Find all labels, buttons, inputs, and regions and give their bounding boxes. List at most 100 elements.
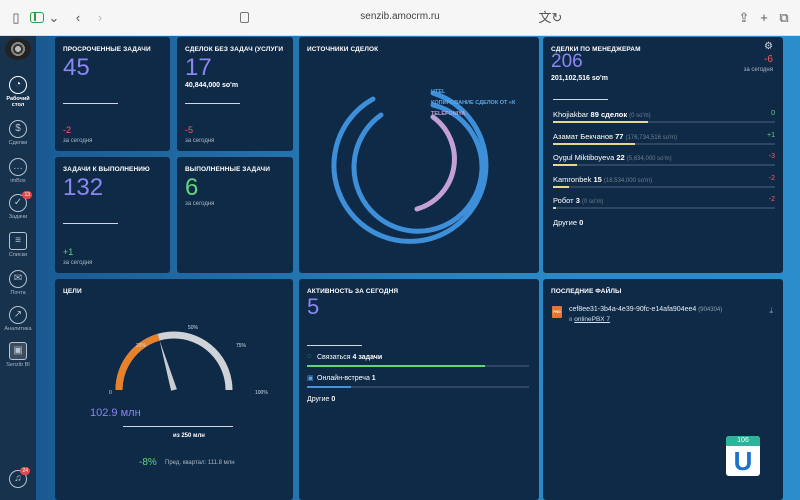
manager-row[interactable]: Kamronbek 15 (18,534,000 so'm) -2 <box>553 175 775 195</box>
deals-without-tasks-count: 17 <box>185 54 212 81</box>
gauge-tick-0: 0 <box>109 390 112 396</box>
overdue-tasks-widget[interactable]: ПРОСРОЧЕННЫЕ ЗАДАЧИ 45 -2 за сегодня <box>55 37 170 151</box>
sidebar-item-deals[interactable]: $ Сделки <box>0 120 36 146</box>
translate-icon[interactable]: 文 <box>538 10 552 25</box>
divider <box>185 103 240 104</box>
uds-widget-button[interactable]: 106 U <box>726 436 760 476</box>
chevron-down-icon[interactable]: ⌄ <box>48 10 60 25</box>
sidebar-item-mail[interactable]: ✉ Почта <box>0 270 36 296</box>
lists-icon: ≡ <box>9 232 27 250</box>
sidebar-item-analytics[interactable]: ↗ Аналитика <box>0 306 36 332</box>
gauge-tick-50: 50% <box>188 325 199 331</box>
tasks-done-widget[interactable]: ВЫПОЛНЕННЫЕ ЗАДАЧИ 6 за сегодня <box>177 157 293 273</box>
back-icon[interactable]: ‹ <box>75 10 81 25</box>
managers-total: 206 <box>551 51 583 72</box>
sidebar-item-imbox[interactable]: … imBox <box>0 158 36 184</box>
goals-gauge <box>115 331 233 391</box>
sidebar-item-tasks[interactable]: ✓ 13 Задачи <box>8 191 32 220</box>
tasks-todo-count: 132 <box>63 174 104 201</box>
arc-telefoniya <box>414 114 457 212</box>
goals-value: 102.9 млн <box>90 407 141 419</box>
manager-name: Робот 3 (0 so'm) <box>553 196 604 205</box>
file-source-link[interactable]: onlinePBX 7 <box>574 316 611 323</box>
sidebar-item-senzib-bi[interactable]: ▣ Senzib BI <box>0 342 36 368</box>
address-bar[interactable]: senzib.amocrm.ru <box>360 11 440 22</box>
manager-bar <box>553 207 775 209</box>
browser-toolbar: ▯ ⌄ ‹ › senzib.amocrm.ru 文 ↻ ⇪ + ⧉ <box>0 0 800 36</box>
manager-row[interactable]: Khojiakbar 89 сделок (0 so'm) 0 <box>553 110 775 130</box>
widget-counter: 106 <box>726 436 760 446</box>
manager-bar-fill <box>553 207 557 209</box>
manager-name: Азамат Бекчанов 77 (176,734,516 so'm) <box>553 131 678 141</box>
arc-copy <box>351 102 485 234</box>
file-link[interactable]: cef8ee31-3b4a-4e39-90fc-e14afa904ee4 (90… <box>569 306 723 313</box>
file-source: в onlinePBX 7 <box>569 316 611 323</box>
sidebar-toggle-icon[interactable]: ▯ <box>12 10 20 25</box>
deal-sources-chart <box>331 90 489 244</box>
manager-name: Oygul Miktiboyeva 22 (5,634,000 so'm) <box>553 153 672 162</box>
manager-bar <box>553 142 775 145</box>
manager-delta: -3 <box>768 153 775 160</box>
senzib-bi-icon: ▣ <box>9 342 27 360</box>
gauge-needle <box>159 340 177 391</box>
tab-overview-icon[interactable]: ⧉ <box>779 10 789 25</box>
divider <box>63 223 118 224</box>
activity-item-other[interactable]: Другие 0 <box>307 396 336 403</box>
notifications-badge: 24 <box>20 467 30 475</box>
company-logo[interactable] <box>5 38 31 60</box>
manager-bar-fill <box>553 185 569 188</box>
divider <box>63 103 118 104</box>
goals-widget[interactable]: ЦЕЛИ 0 25% 50% 75% 100% 102.9 млн из 250… <box>55 279 293 500</box>
download-icon[interactable]: ⤓ <box>769 306 773 315</box>
manager-delta: 0 <box>771 110 775 117</box>
gear-icon[interactable]: ⚙ <box>764 41 773 52</box>
tasks-badge: 13 <box>22 191 32 199</box>
deal-sources-widget[interactable]: ИСТОЧНИКИ СДЕЛОК UTEL КОПИРОВАНИЕ СДЕЛОК… <box>299 37 539 273</box>
forward-icon[interactable]: › <box>97 10 103 25</box>
sidebar-item-lists[interactable]: ≡ Списки <box>0 232 36 258</box>
goals-prev-quarter: Пред. квартал: 111.8 млн <box>165 460 235 466</box>
deals-without-tasks-widget[interactable]: СДЕЛОК БЕЗ ЗАДАЧ (УСЛУГИ 17 40,844,000 s… <box>177 37 293 151</box>
goals-target: из 250 млн <box>173 433 205 439</box>
file-icon: PNG <box>552 306 562 318</box>
overdue-delta: -2 <box>63 125 72 135</box>
deals-by-managers-widget[interactable]: СДЕЛКИ ПО МЕНЕДЖЕРАМ ⚙ 206 201,102,516 s… <box>543 37 783 273</box>
new-tab-icon[interactable]: + <box>760 10 768 25</box>
tab-group-icon[interactable] <box>30 12 44 23</box>
manager-bar <box>553 164 775 166</box>
reload-icon[interactable]: ↻ <box>551 10 563 25</box>
manager-bar-fill <box>553 142 636 145</box>
goals-delta: -8% <box>139 457 157 468</box>
gauge-tick-25: 25% <box>136 343 147 349</box>
divider <box>307 345 362 346</box>
activity-item-call[interactable]: Связаться 4 задачи <box>317 354 383 361</box>
share-icon[interactable]: ⇪ <box>738 10 750 25</box>
managers-delta: -6 <box>764 54 773 65</box>
deals-icon: $ <box>9 120 27 138</box>
gauge-tick-75: 75% <box>236 343 247 349</box>
activity-item-meeting[interactable]: Онлайн-встреча 1 <box>317 375 376 382</box>
chat-icon: … <box>9 158 27 176</box>
activity-bar-fill-meeting <box>307 386 352 388</box>
sidebar-item-dashboard[interactable]: ◔ Рабочий стол <box>0 76 36 108</box>
manager-bar-fill <box>553 164 578 166</box>
tasks-done-count: 6 <box>185 174 199 201</box>
deals-without-tasks-delta: -5 <box>185 125 194 135</box>
arc-utel <box>331 90 489 244</box>
manager-row[interactable]: Азамат Бекчанов 77 (176,734,516 so'm) +1 <box>553 132 775 152</box>
activity-bar-call <box>307 365 529 367</box>
overdue-count: 45 <box>63 54 90 81</box>
tasks-icon: ✓ <box>9 194 27 212</box>
tasks-todo-widget[interactable]: ЗАДАЧИ К ВЫПОЛНЕНИЮ 132 +1 за сегодня <box>55 157 170 273</box>
manager-row[interactable]: Робот 3 (0 so'm) -2 <box>553 196 775 216</box>
gauge-fill <box>115 333 160 391</box>
activity-today-widget[interactable]: АКТИВНОСТЬ ЗА СЕГОДНЯ 5 ◌ Связаться 4 за… <box>299 279 539 500</box>
manager-row[interactable]: Другие 0 <box>553 218 775 238</box>
site-info-icon[interactable] <box>240 12 249 23</box>
tasks-todo-delta: +1 <box>63 247 74 257</box>
manager-row[interactable]: Oygul Miktiboyeva 22 (5,634,000 so'm) -3 <box>553 153 775 173</box>
legend-copy: КОПИРОВАНИЕ СДЕЛОК ОТ «К <box>431 100 516 106</box>
managers-amount: 201,102,516 so'm <box>551 75 608 82</box>
sidebar-notifications[interactable]: ♫ 24 <box>0 467 36 488</box>
legend-telefoniya: TELEFONIYA <box>431 111 466 117</box>
